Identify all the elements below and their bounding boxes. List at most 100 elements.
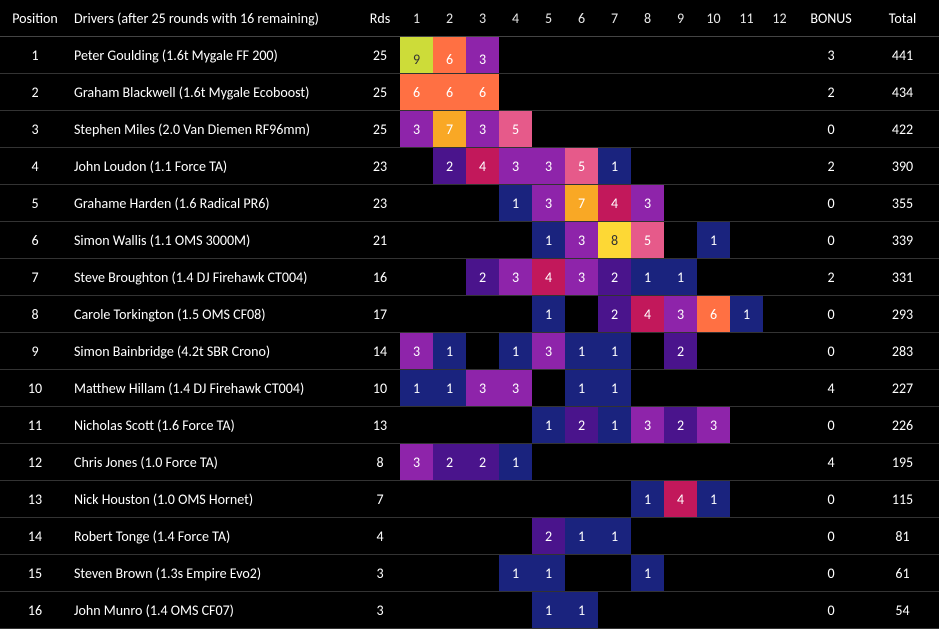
cell-total: 61	[866, 555, 939, 592]
cell-rds: 3	[360, 555, 400, 592]
cell-driver: Nick Houston (1.0 OMS Hornet)	[70, 481, 360, 518]
cell-rds: 17	[360, 296, 400, 333]
heat-cell	[763, 296, 796, 333]
heat-cell	[763, 444, 796, 481]
heat-cell	[763, 185, 796, 222]
heat-cell	[763, 259, 796, 296]
cell-driver: Simon Wallis (1.1 OMS 3000M)	[70, 222, 360, 259]
cell-position: 4	[0, 148, 70, 185]
cell-driver: Matthew Hillam (1.4 DJ Firehawk CT004)	[70, 370, 360, 407]
heat-cell	[499, 407, 532, 444]
heat-cell	[565, 74, 598, 111]
cell-driver: Steven Brown (1.3s Empire Evo2)	[70, 555, 360, 592]
cell-position: 11	[0, 407, 70, 444]
heat-cell: 1	[598, 370, 631, 407]
heat-cell	[598, 481, 631, 518]
cell-bonus: 0	[796, 222, 866, 259]
heat-cell: 1	[433, 333, 466, 370]
cell-bonus: 2	[796, 74, 866, 111]
heat-cell: 5	[565, 148, 598, 185]
heat-cell	[763, 74, 796, 111]
heat-cell	[730, 185, 763, 222]
standings-table: Position Drivers (after 25 rounds with 1…	[0, 0, 939, 629]
heat-cell	[730, 555, 763, 592]
cell-rds: 14	[360, 333, 400, 370]
table-row: 2Graham Blackwell (1.6t Mygale Ecoboost)…	[0, 74, 939, 111]
cell-total: 81	[866, 518, 939, 555]
header-round-4: 4	[499, 0, 532, 37]
heat-cell	[730, 259, 763, 296]
heat-cell: 3	[400, 444, 433, 481]
heat-cell	[664, 555, 697, 592]
heat-cell	[631, 111, 664, 148]
heat-cell	[697, 592, 730, 629]
heat-cell: 9	[400, 37, 433, 74]
heat-cell	[565, 444, 598, 481]
cell-bonus: 0	[796, 555, 866, 592]
heat-cell: 1	[499, 555, 532, 592]
heat-cell	[466, 222, 499, 259]
heat-cell: 1	[697, 222, 730, 259]
cell-driver: Stephen Miles (2.0 Van Diemen RF96mm)	[70, 111, 360, 148]
heat-cell	[730, 222, 763, 259]
heat-cell	[697, 555, 730, 592]
heat-cell	[466, 481, 499, 518]
heat-cell	[664, 444, 697, 481]
heat-cell	[466, 333, 499, 370]
heat-cell	[598, 444, 631, 481]
cell-bonus: 3	[796, 37, 866, 74]
heat-cell: 2	[664, 407, 697, 444]
heat-cell	[631, 370, 664, 407]
cell-bonus: 0	[796, 407, 866, 444]
cell-total: 226	[866, 407, 939, 444]
table-row: 5Grahame Harden (1.6 Radical PR6)2313743…	[0, 185, 939, 222]
cell-position: 15	[0, 555, 70, 592]
cell-driver: John Munro (1.4 OMS CF07)	[70, 592, 360, 629]
cell-position: 7	[0, 259, 70, 296]
heat-cell	[763, 592, 796, 629]
heat-cell	[499, 296, 532, 333]
heat-cell	[664, 185, 697, 222]
heat-cell: 6	[433, 37, 466, 74]
heat-cell	[466, 296, 499, 333]
heat-cell	[565, 481, 598, 518]
cell-position: 13	[0, 481, 70, 518]
heat-cell: 1	[565, 370, 598, 407]
cell-total: 441	[866, 37, 939, 74]
heat-cell: 3	[532, 148, 565, 185]
cell-driver: Simon Bainbridge (4.2t SBR Crono)	[70, 333, 360, 370]
heat-cell	[664, 518, 697, 555]
heat-cell: 5	[499, 111, 532, 148]
heat-cell: 1	[598, 518, 631, 555]
heat-cell: 1	[532, 555, 565, 592]
cell-total: 331	[866, 259, 939, 296]
cell-rds: 25	[360, 37, 400, 74]
heat-cell: 1	[631, 481, 664, 518]
heat-cell: 2	[532, 518, 565, 555]
heat-cell: 1	[631, 555, 664, 592]
heat-cell: 1	[565, 333, 598, 370]
heat-cell	[499, 222, 532, 259]
heat-cell: 4	[631, 296, 664, 333]
heat-cell	[631, 518, 664, 555]
cell-total: 390	[866, 148, 939, 185]
cell-rds: 7	[360, 481, 400, 518]
heat-cell	[433, 296, 466, 333]
heat-cell: 3	[400, 333, 433, 370]
heat-cell	[598, 74, 631, 111]
heat-cell: 1	[433, 370, 466, 407]
table-row: 14Robert Tonge (1.4 Force TA)4211081	[0, 518, 939, 555]
cell-bonus: 0	[796, 481, 866, 518]
heat-cell: 3	[565, 222, 598, 259]
heat-cell: 3	[466, 370, 499, 407]
header-round-9: 9	[664, 0, 697, 37]
heat-cell: 6	[400, 74, 433, 111]
heat-cell	[730, 148, 763, 185]
heat-cell	[532, 111, 565, 148]
heat-cell	[763, 555, 796, 592]
heat-cell	[466, 518, 499, 555]
heat-cell	[598, 592, 631, 629]
heat-cell	[664, 592, 697, 629]
cell-driver: John Loudon (1.1 Force TA)	[70, 148, 360, 185]
heat-cell	[400, 481, 433, 518]
